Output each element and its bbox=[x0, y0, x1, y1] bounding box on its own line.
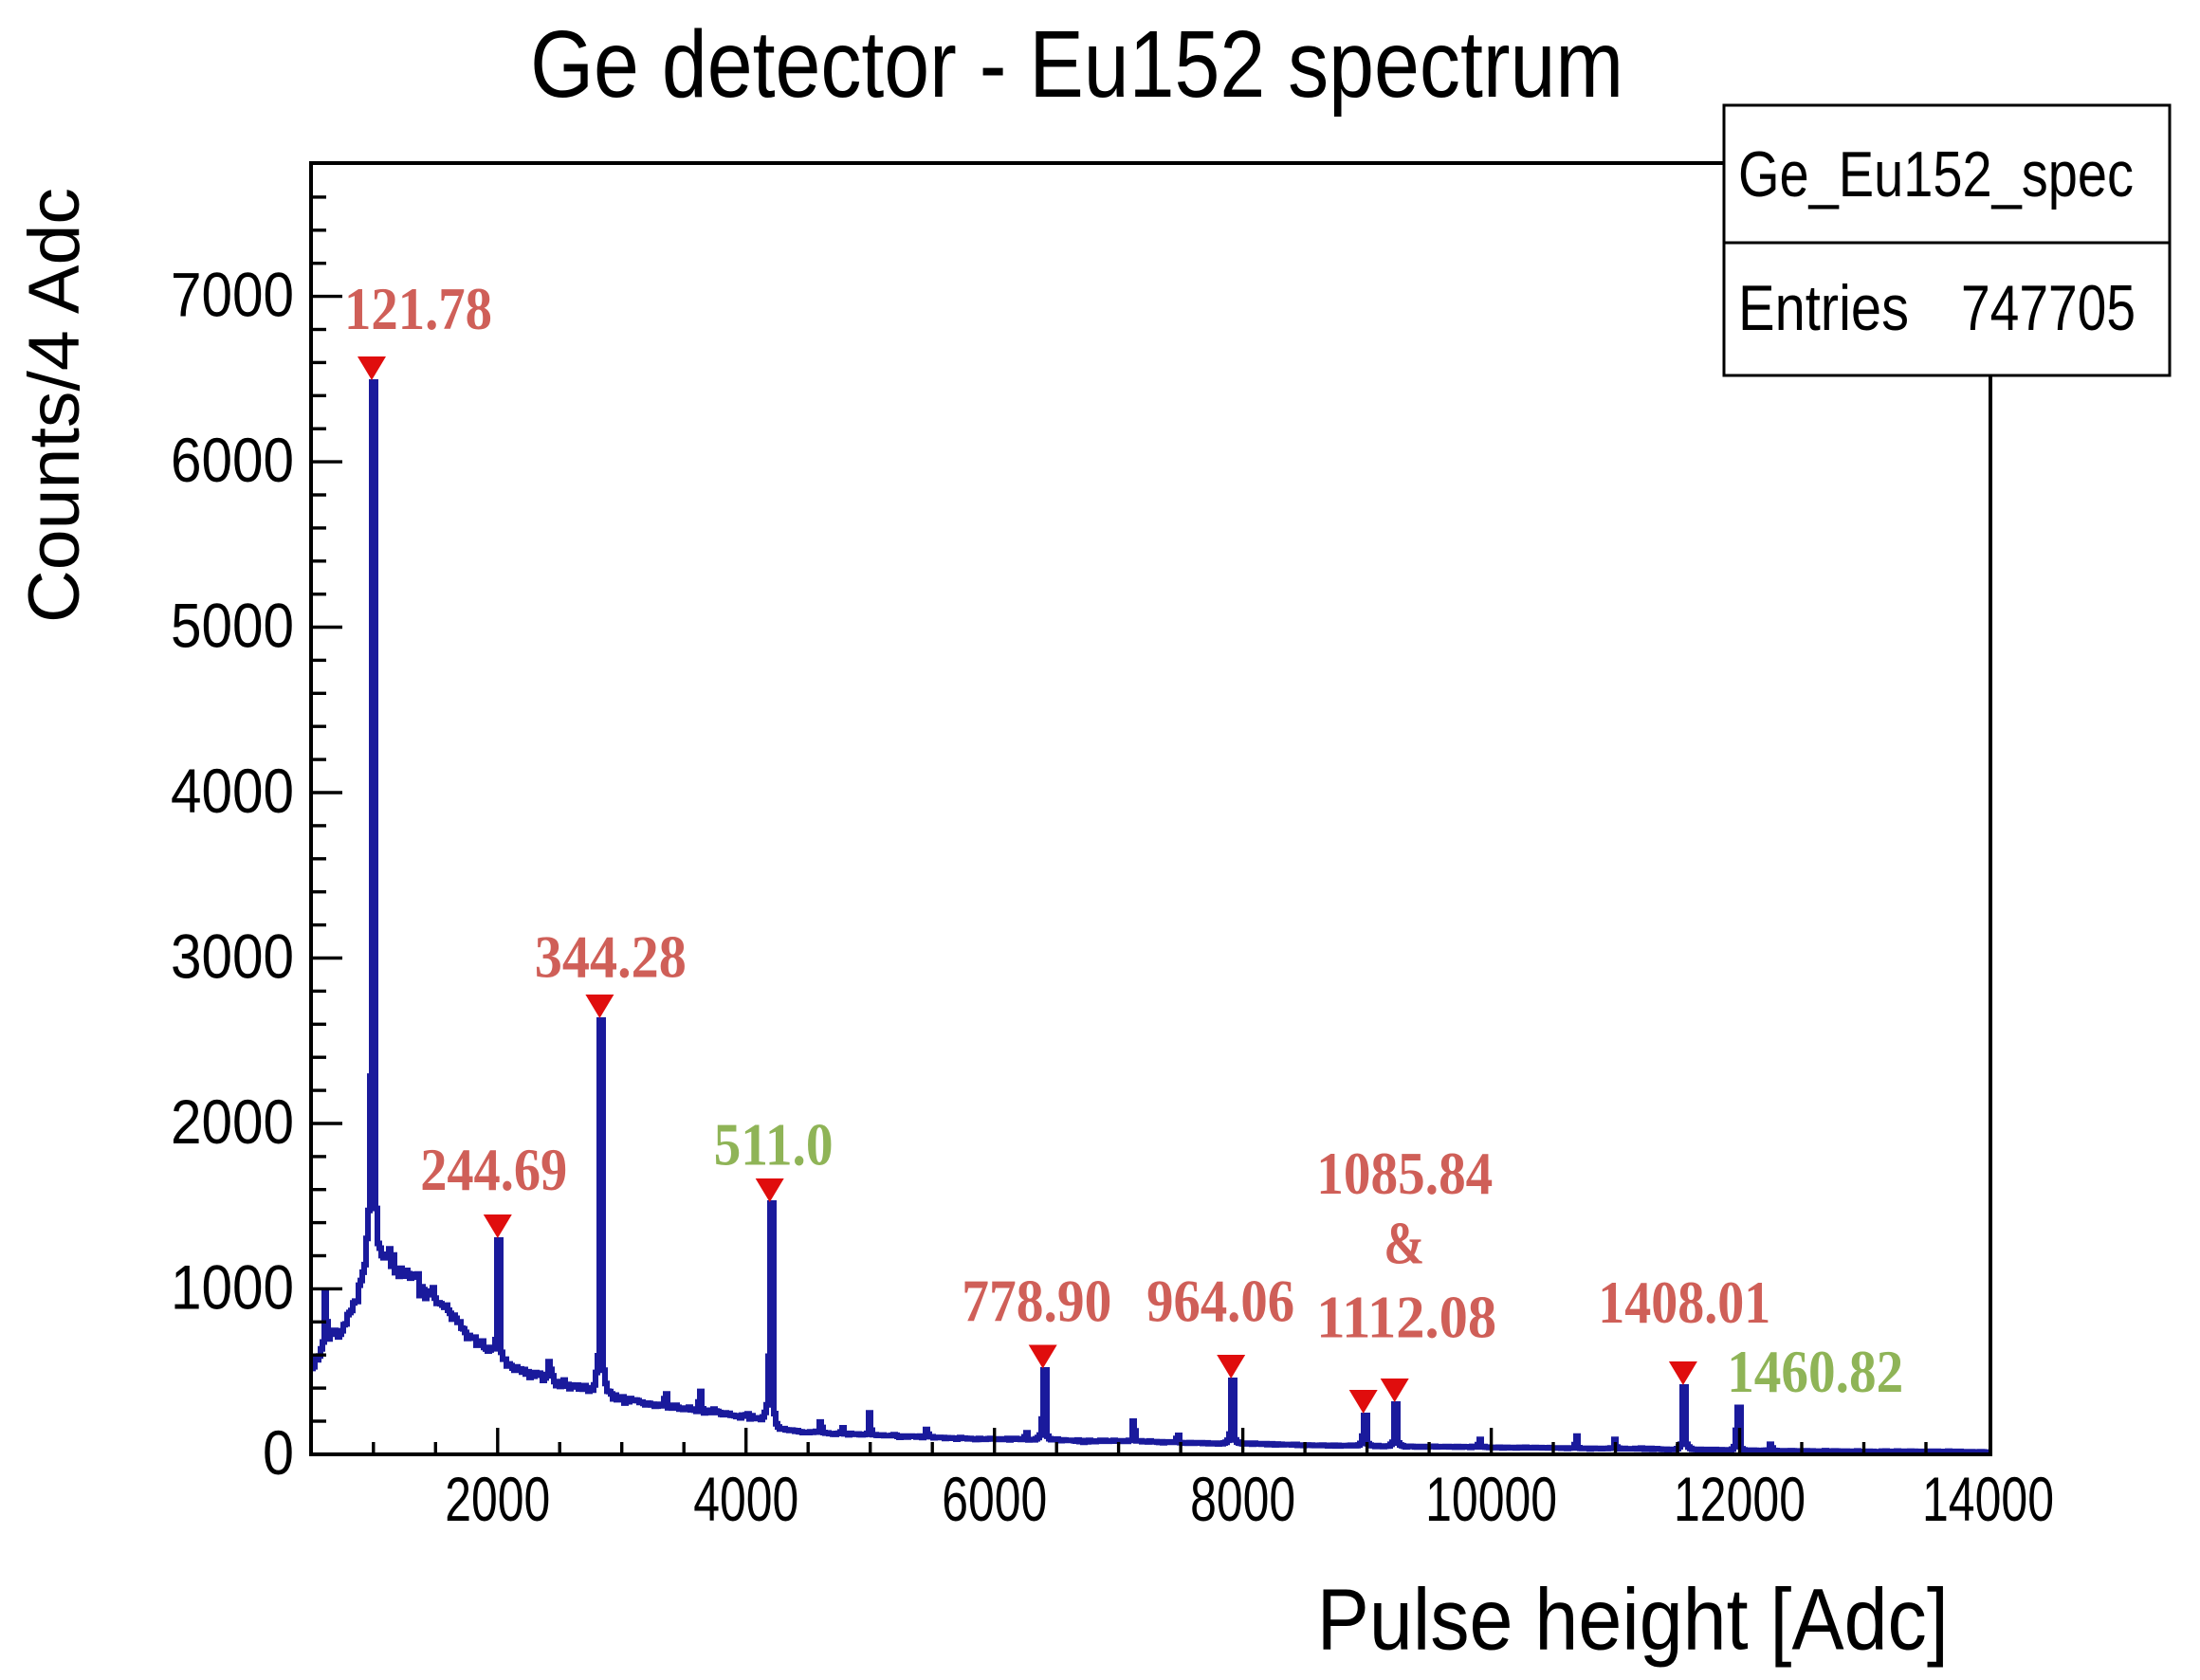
svg-text:1000: 1000 bbox=[171, 1251, 294, 1322]
svg-text:2000: 2000 bbox=[445, 1464, 550, 1534]
svg-text:3000: 3000 bbox=[171, 922, 294, 992]
svg-text:344.28: 344.28 bbox=[535, 923, 687, 991]
svg-text:12000: 12000 bbox=[1674, 1464, 1806, 1534]
svg-text:5000: 5000 bbox=[171, 591, 294, 661]
svg-text:6000: 6000 bbox=[171, 425, 294, 495]
svg-text:778.90: 778.90 bbox=[962, 1268, 1111, 1335]
svg-text:7000: 7000 bbox=[171, 260, 294, 330]
svg-text:0: 0 bbox=[263, 1417, 294, 1488]
svg-text:4000: 4000 bbox=[693, 1464, 798, 1534]
svg-text:14000: 14000 bbox=[1922, 1464, 2054, 1534]
svg-text:Ge detector - Eu152 spectrum: Ge detector - Eu152 spectrum bbox=[530, 11, 1623, 118]
svg-text:8000: 8000 bbox=[1190, 1464, 1295, 1534]
svg-text:6000: 6000 bbox=[942, 1464, 1047, 1534]
svg-text:1085.84: 1085.84 bbox=[1316, 1140, 1493, 1207]
svg-text:747705: 747705 bbox=[1961, 272, 2136, 344]
svg-text:Pulse height [Adc]: Pulse height [Adc] bbox=[1317, 1572, 1949, 1669]
svg-text:511.0: 511.0 bbox=[714, 1111, 834, 1178]
svg-text:244.69: 244.69 bbox=[420, 1136, 567, 1203]
svg-text:1408.01: 1408.01 bbox=[1598, 1269, 1770, 1336]
svg-text:Ge_Eu152_spec: Ge_Eu152_spec bbox=[1738, 138, 2134, 210]
svg-text:1112.08: 1112.08 bbox=[1316, 1283, 1496, 1350]
svg-text:&: & bbox=[1384, 1209, 1424, 1276]
svg-text:1460.82: 1460.82 bbox=[1727, 1338, 1903, 1405]
svg-text:Entries: Entries bbox=[1738, 272, 1909, 344]
svg-text:Counts/4 Adc: Counts/4 Adc bbox=[14, 188, 95, 623]
svg-text:121.78: 121.78 bbox=[344, 275, 492, 342]
svg-text:4000: 4000 bbox=[171, 756, 294, 826]
svg-text:2000: 2000 bbox=[171, 1087, 294, 1157]
svg-text:10000: 10000 bbox=[1425, 1464, 1557, 1534]
svg-text:964.06: 964.06 bbox=[1146, 1268, 1294, 1335]
